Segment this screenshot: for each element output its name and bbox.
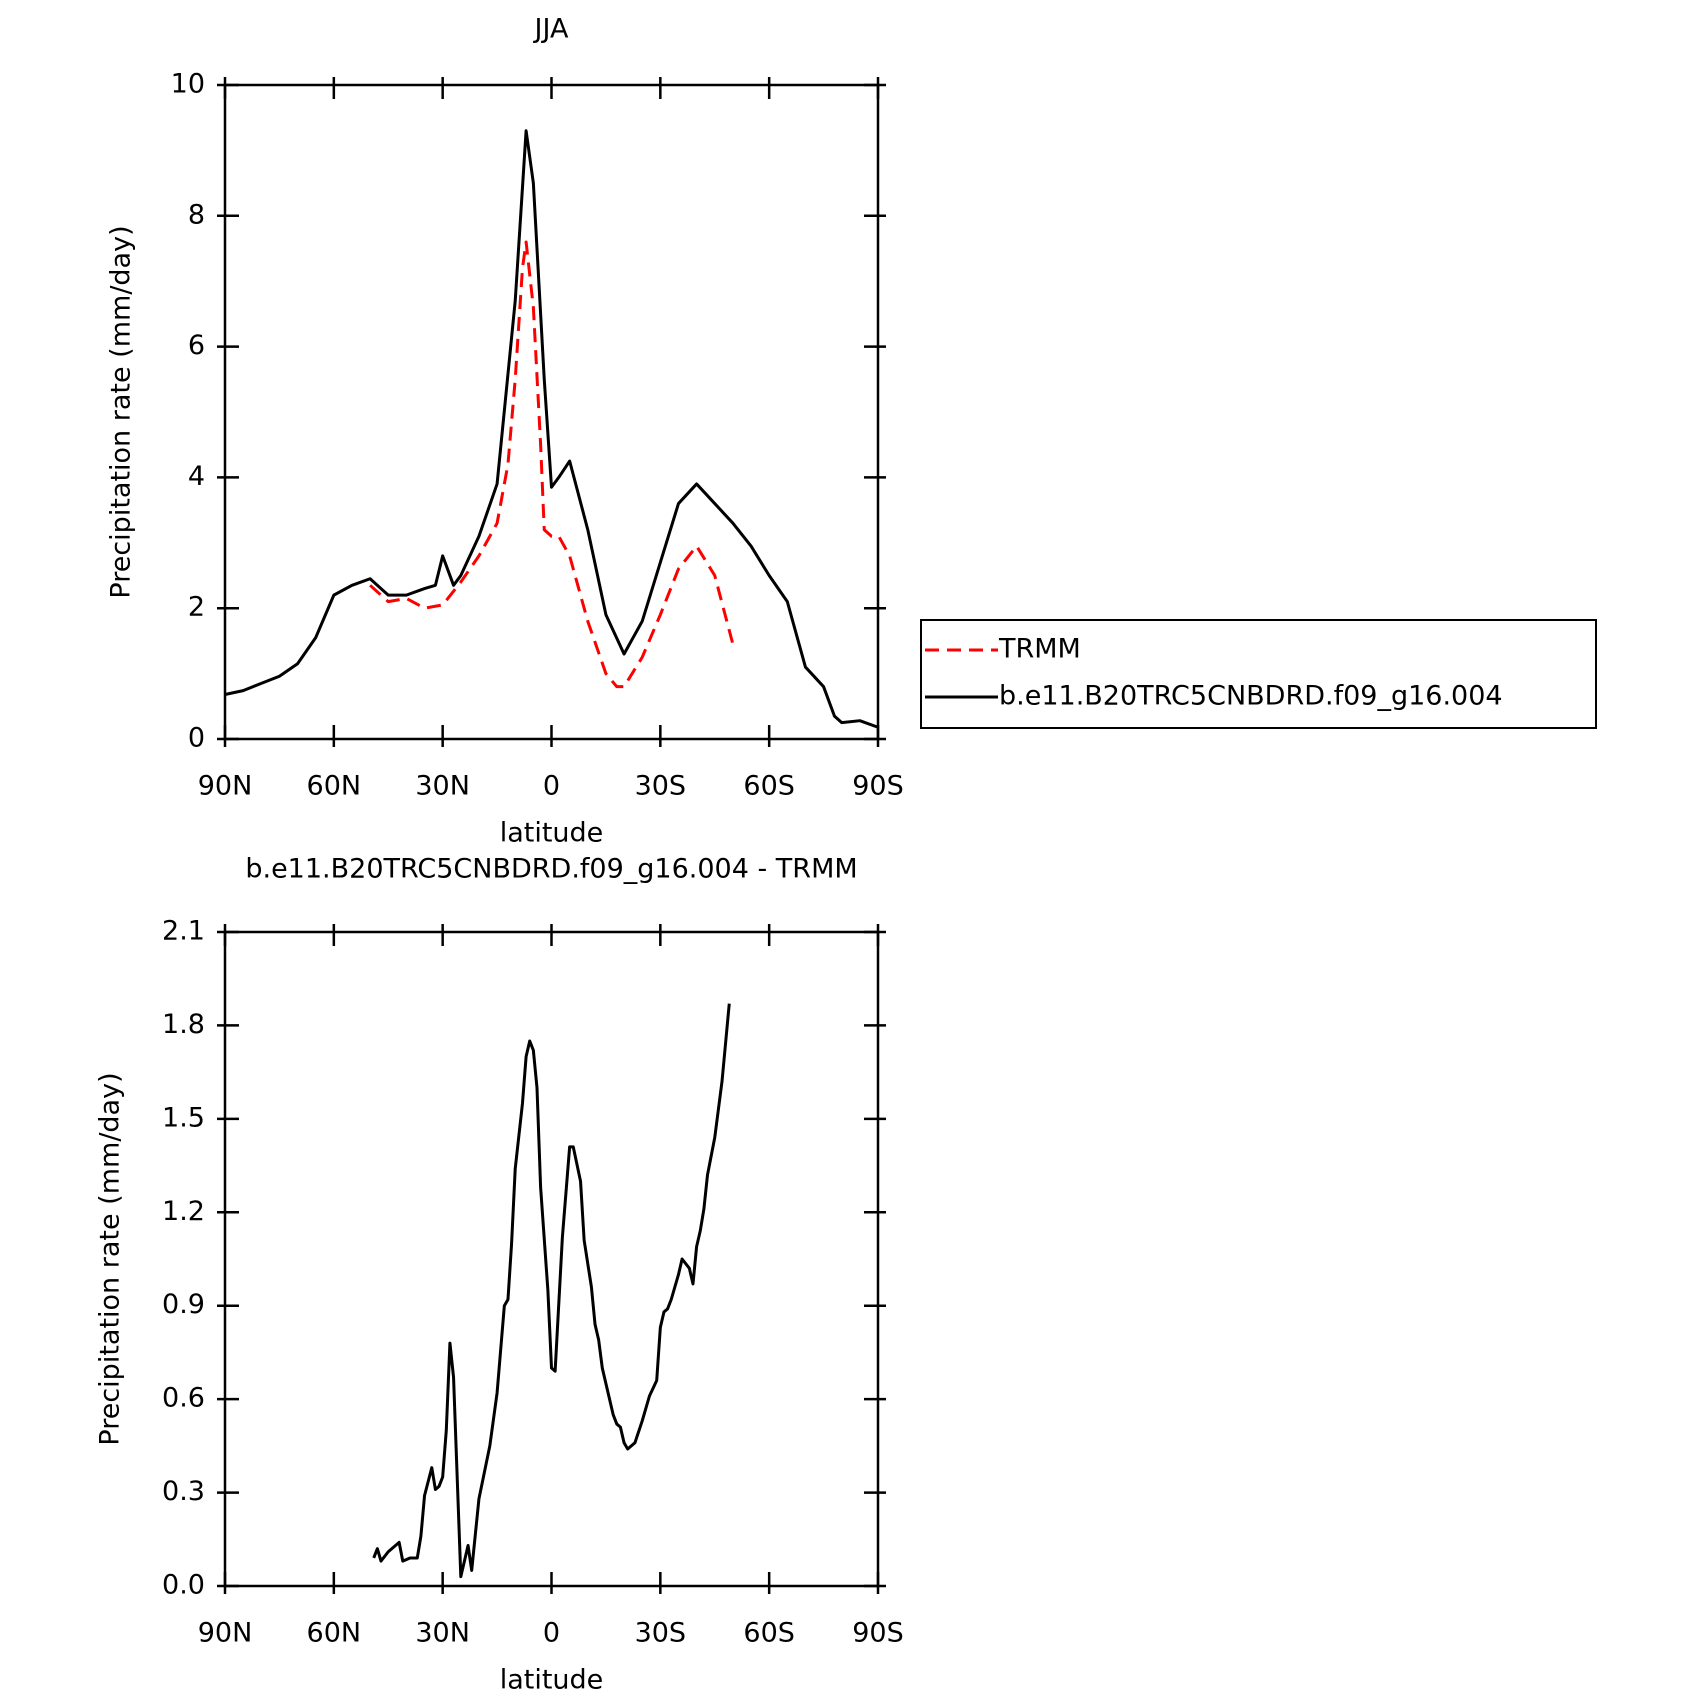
y-tick-label: 1.8: [162, 1009, 205, 1040]
x-tick-label: 30N: [415, 1618, 470, 1649]
x-tick-label: 90N: [198, 1618, 253, 1649]
y-tick-label: 0.6: [162, 1383, 205, 1414]
x-tick-label: 0: [543, 1618, 560, 1649]
y-tick-label: 2.1: [162, 916, 205, 947]
y-tick-label: 0.9: [162, 1289, 205, 1320]
x-tick-label: 60S: [743, 1618, 795, 1649]
y-tick-label: 2: [188, 592, 205, 623]
x-tick-label: 90S: [852, 771, 904, 802]
x-tick-label: 30S: [635, 1618, 687, 1649]
y-tick-label: 6: [188, 330, 205, 361]
y-tick-label: 0: [188, 723, 205, 754]
y-tick-label: 0.3: [162, 1476, 205, 1507]
legend-label: b.e11.B20TRC5CNBDRD.f09_g16.004: [999, 681, 1503, 712]
x-tick-label: 60N: [307, 771, 362, 802]
y-axis-label: Precipitation rate (mm/day): [95, 1072, 126, 1445]
data-line: [369, 240, 735, 689]
y-tick-label: 8: [188, 199, 205, 230]
y-tick-label: 0.0: [162, 1570, 205, 1601]
chart-title: JJA: [533, 14, 569, 45]
x-tick-label: 90N: [198, 771, 253, 802]
y-tick-label: 1.2: [162, 1196, 205, 1227]
x-axis-label: latitude: [500, 818, 604, 849]
data-line: [224, 129, 879, 729]
y-tick-label: 1.5: [162, 1102, 205, 1133]
data-line: [372, 1003, 731, 1579]
x-tick-label: 60S: [743, 771, 795, 802]
y-tick-label: 10: [171, 69, 205, 100]
x-tick-label: 30S: [635, 771, 687, 802]
x-tick-label: 60N: [307, 1618, 362, 1649]
legend-box: [920, 619, 1597, 729]
x-tick-label: 90S: [852, 1618, 904, 1649]
plot-frame: [223, 83, 880, 741]
y-axis-label: Precipitation rate (mm/day): [106, 225, 137, 598]
x-tick-label: 30N: [415, 771, 470, 802]
y-tick-label: 4: [188, 461, 205, 492]
plot-frame: [223, 930, 880, 1588]
x-axis-label: latitude: [500, 1665, 604, 1696]
x-tick-label: 0: [543, 771, 560, 802]
chart-title: b.e11.B20TRC5CNBDRD.f09_g16.004 - TRMM: [245, 854, 857, 885]
legend-label: TRMM: [998, 634, 1081, 665]
